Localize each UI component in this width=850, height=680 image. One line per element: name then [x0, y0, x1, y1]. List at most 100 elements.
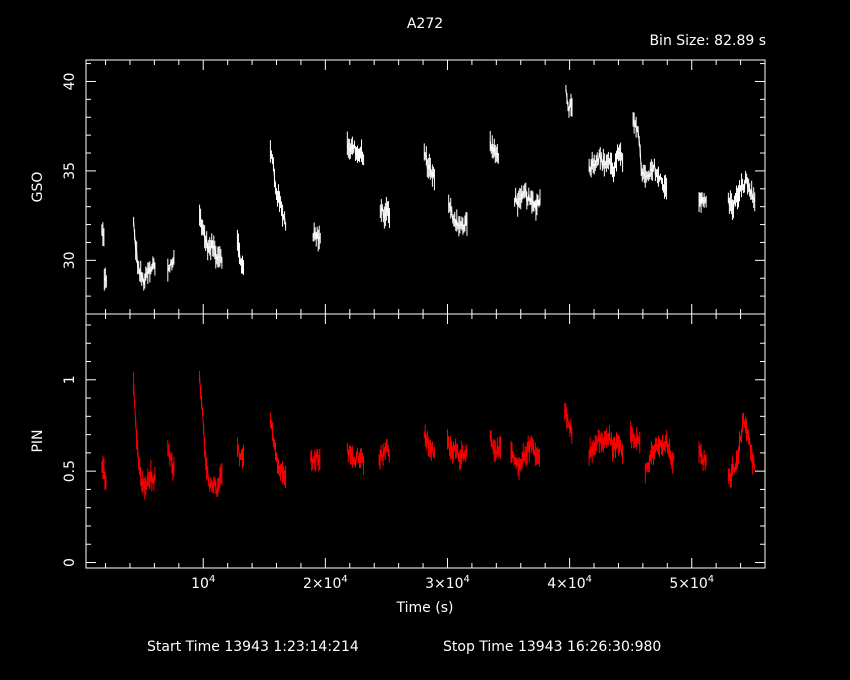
- gso-series-line: [514, 188, 541, 211]
- pin-y-tick-label: 1: [62, 375, 78, 384]
- pin-series-line: [630, 432, 641, 445]
- pin-segment: [644, 430, 675, 484]
- gso-series-line: [379, 207, 390, 219]
- pin-segment: [423, 424, 435, 461]
- stop-time-text: Stop Time 13943 16:26:30:980: [443, 639, 661, 655]
- pin-series-line: [310, 453, 321, 466]
- gso-y-axis-label: GSO: [30, 172, 46, 203]
- pin-segment: [310, 448, 321, 472]
- gso-segment: [199, 204, 223, 269]
- x-axis-label: Time (s): [396, 600, 454, 616]
- pin-segment: [346, 442, 365, 476]
- pin-series-line: [378, 444, 390, 461]
- gso-segment: [236, 229, 245, 275]
- pin-series-line: [644, 438, 675, 474]
- pin-segment: [564, 402, 573, 444]
- gso-segment: [448, 194, 468, 237]
- x-tick-label: 3×104: [425, 574, 470, 592]
- gso-series-line: [167, 257, 175, 271]
- gso-series-line: [565, 88, 573, 113]
- gso-segment: [312, 222, 321, 252]
- gso-y-tick-label: 40: [62, 73, 78, 91]
- pin-series-line: [727, 418, 756, 481]
- x-tick-label: 4×104: [547, 574, 592, 592]
- gso-series-line: [423, 151, 435, 180]
- pin-series-line: [101, 466, 107, 483]
- gso-y-tick-label: 35: [62, 162, 78, 180]
- gso-series-line: [101, 229, 105, 238]
- gso-segment: [514, 182, 541, 221]
- gso-series: [101, 60, 756, 314]
- gso-y-tick-label: 30: [62, 251, 78, 269]
- pin-segment: [446, 429, 468, 471]
- pin-segment: [269, 412, 287, 489]
- pin-series-line: [698, 450, 707, 466]
- start-time-text: Start Time 13943 1:23:14:214: [147, 639, 359, 655]
- gso-segment: [346, 131, 365, 166]
- pin-segment: [133, 372, 156, 500]
- gso-segment: [588, 142, 624, 183]
- gso-series-line: [632, 119, 668, 190]
- gso-series-line: [698, 197, 707, 205]
- pin-segment: [489, 430, 501, 462]
- pin-segment: [378, 438, 390, 470]
- pin-segment: [167, 440, 175, 481]
- chart-title: A272: [407, 16, 443, 32]
- x-tick-label: 104: [191, 574, 215, 592]
- pin-panel: 00.51 PIN: [30, 313, 766, 569]
- gso-series-line: [269, 151, 287, 227]
- gso-segment: [698, 192, 707, 213]
- gso-segment: [423, 143, 435, 191]
- pin-segment: [510, 435, 540, 480]
- gso-series-line: [199, 215, 223, 263]
- pin-series-line: [167, 447, 175, 473]
- pin-series-line: [133, 383, 156, 491]
- gso-series-line: [103, 276, 107, 282]
- pin-series-line: [489, 435, 501, 455]
- bin-size-label: Bin Size: 82.89 s: [649, 33, 766, 49]
- pin-series-line: [269, 420, 286, 479]
- gso-segment: [101, 222, 105, 247]
- gso-series-line: [346, 143, 365, 160]
- pin-series: [101, 314, 756, 568]
- gso-segment: [269, 140, 287, 231]
- gso-segment: [632, 112, 668, 200]
- pin-series-line: [510, 441, 540, 470]
- gso-y-axis: 30 35 40: [62, 63, 765, 315]
- pin-segment: [101, 455, 107, 490]
- pin-series-line: [237, 446, 244, 460]
- pin-y-axis: 00.51: [62, 324, 765, 567]
- pin-segment: [698, 441, 707, 472]
- gso-segment: [133, 216, 156, 291]
- gso-segment: [489, 130, 499, 164]
- gso-series-line: [727, 175, 756, 211]
- pin-series-line: [346, 446, 365, 466]
- gso-panel: 30 35 40 GSO: [30, 59, 766, 315]
- x-tick-label: 2×104: [303, 574, 348, 592]
- gso-segment: [565, 85, 573, 118]
- pin-segment: [236, 437, 245, 469]
- gso-segment: [103, 267, 107, 291]
- gso-segment: [167, 249, 175, 282]
- pin-series-line: [424, 434, 435, 456]
- gso-segment: [379, 196, 390, 229]
- gso-series-line: [133, 221, 156, 285]
- gso-series-line: [489, 141, 499, 159]
- pin-plot-frame: [85, 313, 766, 569]
- pin-segment: [630, 421, 641, 454]
- pin-series-line: [588, 432, 623, 458]
- gso-segment: [727, 170, 756, 221]
- pin-series-line: [447, 439, 468, 463]
- x-tick-label: 5×104: [669, 574, 714, 592]
- pin-segment: [727, 412, 756, 488]
- pin-segment: [199, 371, 223, 497]
- pin-y-tick-label: 0: [62, 558, 78, 567]
- gso-series-line: [312, 230, 321, 241]
- gso-series-line: [236, 240, 244, 268]
- pin-y-axis-label: PIN: [30, 429, 46, 452]
- gso-series-line: [448, 203, 468, 231]
- pin-series-line: [199, 376, 222, 494]
- pin-segment: [588, 425, 624, 466]
